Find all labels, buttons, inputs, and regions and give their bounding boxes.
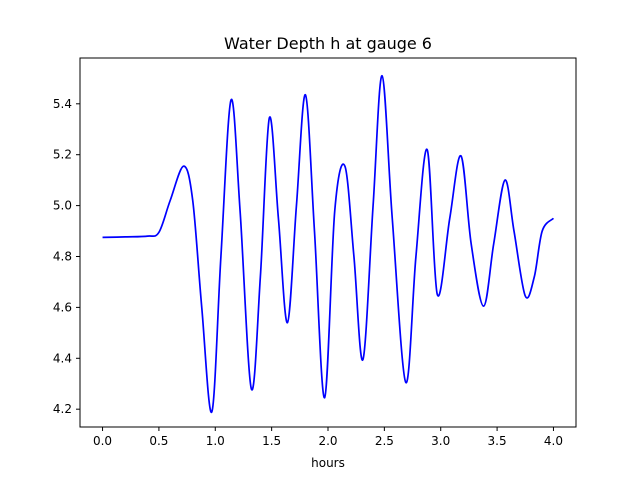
y-tick-label: 5.4 bbox=[53, 97, 72, 111]
plot-area bbox=[102, 74, 555, 413]
y-tick-label: 5.2 bbox=[53, 148, 72, 162]
y-tick-label: 4.4 bbox=[53, 351, 72, 365]
chart-title: Water Depth h at gauge 6 bbox=[224, 34, 432, 53]
x-axis: 0.0 0.5 1.0 1.5 2.0 2.5 3.0 3.5 4.0 bbox=[93, 427, 563, 448]
x-tick-label: 2.0 bbox=[318, 434, 337, 448]
x-tick-label: 2.5 bbox=[375, 434, 394, 448]
x-tick-label: 4.0 bbox=[544, 434, 563, 448]
plot-frame bbox=[79, 57, 577, 428]
y-tick-label: 4.6 bbox=[53, 300, 72, 314]
x-tick-label: 0.0 bbox=[93, 434, 112, 448]
y-axis: 4.2 4.4 4.6 4.8 5.0 5.2 5.4 bbox=[53, 97, 80, 416]
y-tick-label: 5.0 bbox=[53, 199, 72, 213]
x-tick-label: 0.5 bbox=[149, 434, 168, 448]
y-tick-label: 4.2 bbox=[53, 402, 72, 416]
x-tick-label: 3.0 bbox=[431, 434, 450, 448]
series-line-0 bbox=[102, 74, 555, 413]
y-tick-label: 4.8 bbox=[53, 249, 72, 263]
x-tick-label: 3.5 bbox=[488, 434, 507, 448]
x-tick-label: 1.5 bbox=[262, 434, 281, 448]
x-tick-label: 1.0 bbox=[206, 434, 225, 448]
x-axis-label: hours bbox=[311, 456, 345, 470]
